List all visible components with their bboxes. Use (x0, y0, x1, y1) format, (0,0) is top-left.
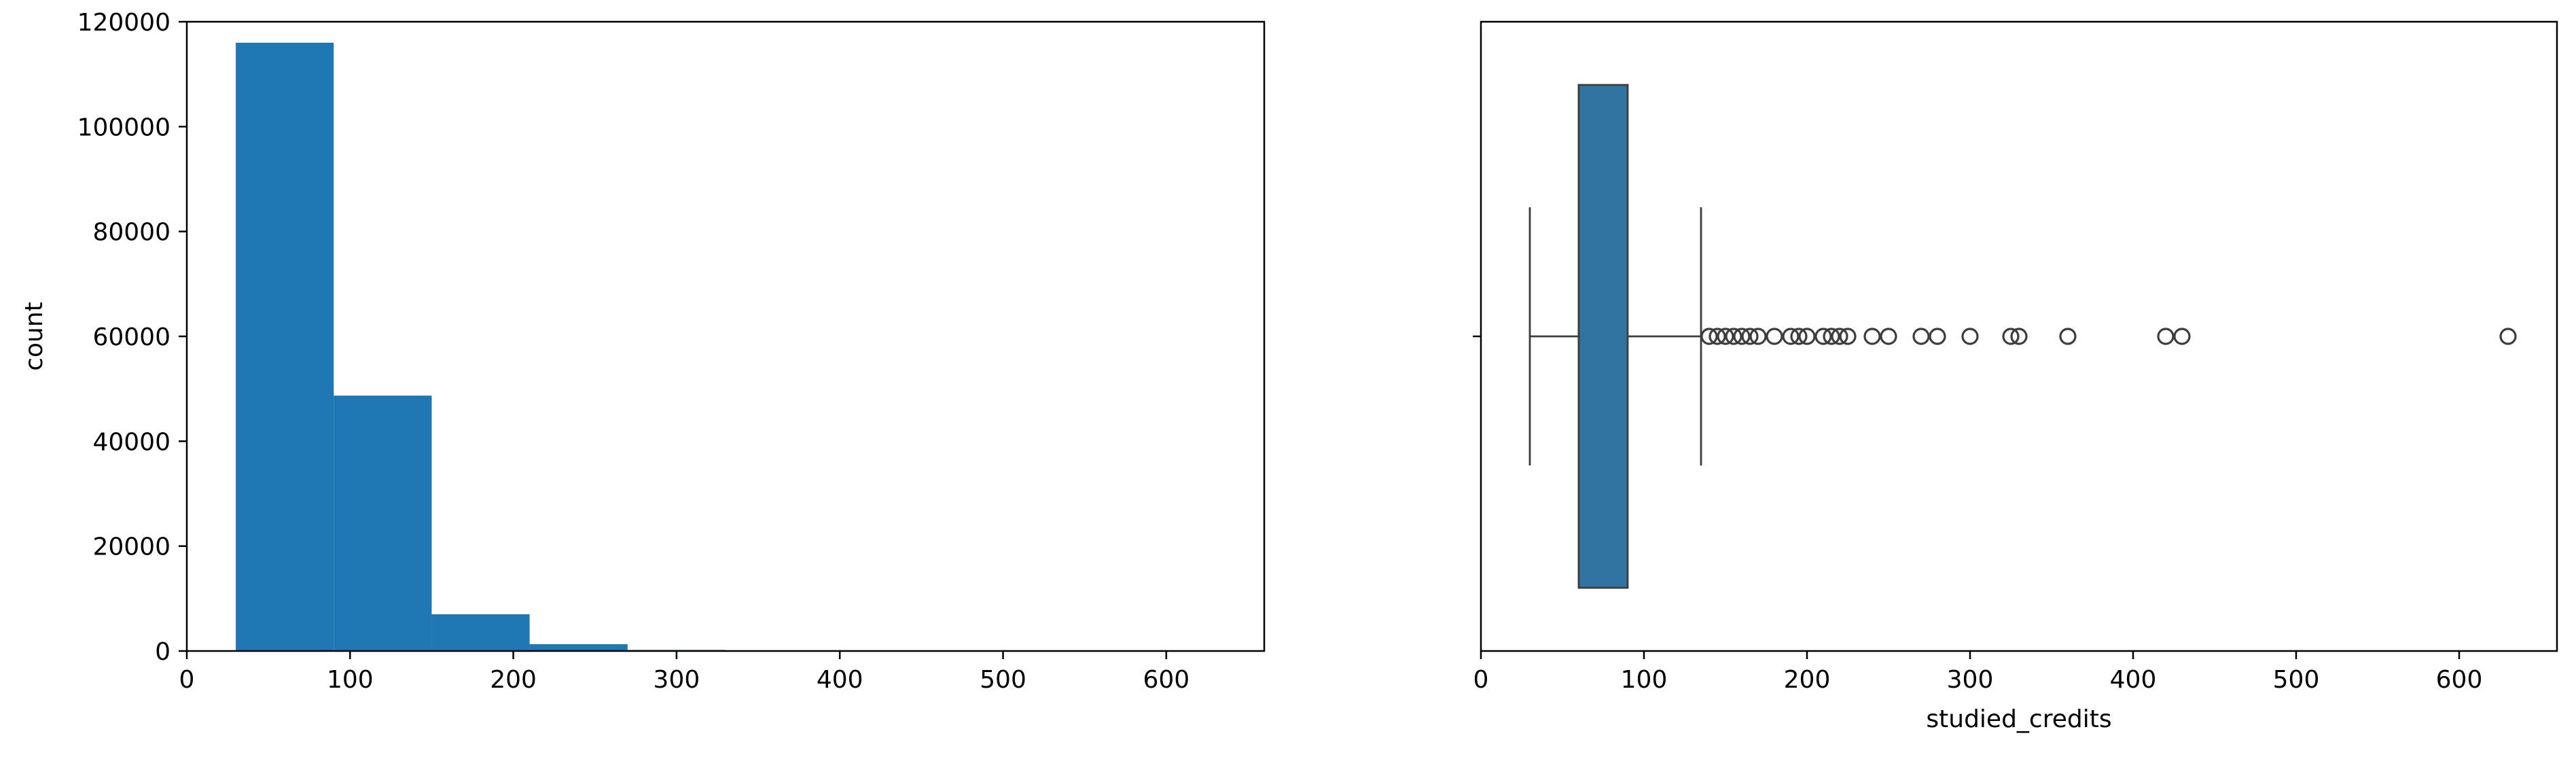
boxplot-x-tick-label: 0 (1473, 666, 1489, 694)
boxplot-outlier-25 (2499, 328, 2517, 345)
histogram-y-tick-label: 60000 (92, 323, 171, 351)
histogram-plot-frame (185, 20, 1266, 652)
histogram-y-tick-label: 100000 (77, 113, 171, 141)
histogram-bars (236, 42, 1215, 652)
boxplot-marks (1473, 84, 2517, 589)
histogram-x-tick-label: 100 (327, 666, 374, 694)
histogram-y-tick-label: 120000 (77, 9, 171, 37)
boxplot-outlier-12 (1823, 328, 1840, 345)
boxplot-outlier-13 (1831, 328, 1848, 345)
boxplot-outlier-17 (1912, 328, 1930, 345)
boxplot-outlier-7 (1766, 328, 1783, 345)
boxplot-outlier-19 (1961, 328, 1979, 345)
boxplot-outlier-5 (1741, 328, 1759, 345)
boxplot-outlier-16 (1880, 328, 1897, 345)
boxplot-outlier-22 (2059, 328, 2077, 345)
histogram-x-tick-label: 600 (1143, 666, 1189, 694)
histogram-x-tick-label: 0 (179, 666, 195, 694)
histogram-x-tick-label: 400 (817, 666, 863, 694)
boxplot-x-tick-label: 600 (2436, 666, 2483, 694)
boxplot-box (1577, 84, 1629, 589)
histogram-y-tick-label: 40000 (92, 428, 171, 456)
boxplot-outlier-2 (1717, 328, 1734, 345)
histogram-y-tick-label: 80000 (92, 219, 171, 247)
histogram-panel: 0 100 200 300 400 500 600 0 20000 40000 60000 8000… (20, 9, 1266, 694)
boxplot-x-ticks: 0 100 200 300 400 500 600 (1473, 651, 2483, 694)
boxplot-x-axis-label: studied_credits (1926, 705, 2111, 733)
boxplot-outlier-15 (1863, 328, 1881, 345)
histogram-x-tick-label: 200 (490, 666, 537, 694)
histogram-bar-1 (334, 395, 432, 651)
boxplot-outlier-9 (1790, 328, 1808, 345)
boxplot-outlier-24 (2173, 328, 2191, 345)
histogram-bar-0 (236, 42, 334, 652)
histogram-x-tick-label: 300 (654, 666, 700, 694)
boxplot-outlier-23 (2157, 328, 2175, 345)
boxplot-outlier-18 (1929, 328, 1946, 345)
boxplot-outlier-10 (1798, 328, 1816, 345)
boxplot-outlier-8 (1782, 328, 1800, 345)
boxplot-x-tick-label: 400 (2110, 666, 2157, 694)
histogram-y-ticks: 0 20000 40000 60000 80000 100000 120000 (77, 9, 187, 666)
boxplot-outlier-4 (1733, 328, 1751, 345)
boxplot-outlier-6 (1749, 328, 1767, 345)
boxplot-outlier-21 (2010, 328, 2028, 345)
boxplot-plot-frame (1480, 20, 2558, 652)
histogram-y-axis-label: count (20, 302, 48, 371)
boxplot-outlier-3 (1725, 328, 1742, 345)
boxplot-x-tick-label: 300 (1947, 666, 1994, 694)
histogram-x-ticks: 0 100 200 300 400 500 600 (179, 651, 1189, 694)
boxplot-outlier-14 (1839, 328, 1857, 345)
boxplot-x-tick-label: 500 (2273, 666, 2320, 694)
boxplot-outlier-1 (1709, 328, 1726, 345)
histogram-bar-2 (431, 614, 530, 651)
boxplot-outlier-11 (1814, 328, 1832, 345)
boxplot-outlier-20 (2002, 328, 2020, 345)
boxplot-x-tick-label: 200 (1784, 666, 1831, 694)
boxplot-panel: 0 100 200 300 400 500 600 studied_credits (1473, 20, 2558, 733)
histogram-y-tick-label: 0 (155, 638, 171, 666)
histogram-y-tick-label: 20000 (92, 533, 171, 561)
boxplot-x-tick-label: 100 (1621, 666, 1668, 694)
histogram-x-tick-label: 500 (980, 666, 1026, 694)
histogram-bar-3 (529, 644, 628, 651)
boxplot-outlier-0 (1700, 328, 1718, 345)
